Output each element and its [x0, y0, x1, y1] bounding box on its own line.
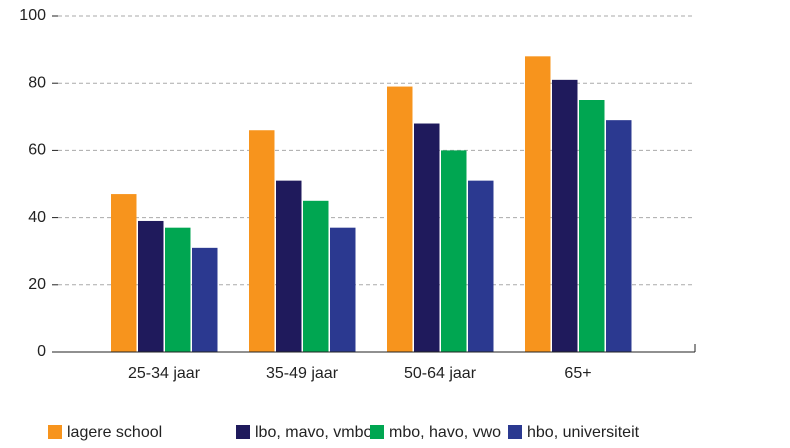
legend-label: lagere school: [67, 424, 162, 441]
x-tick-label: 35-49 jaar: [266, 365, 339, 382]
bar: [579, 100, 605, 352]
legend-label: hbo, universiteit: [527, 424, 640, 441]
legend-swatch: [236, 425, 250, 439]
bar: [387, 86, 413, 352]
bar: [606, 120, 632, 352]
bar: [303, 200, 329, 352]
legend-swatch: [48, 425, 62, 439]
legend-label: lbo, mavo, vmbo: [255, 424, 372, 441]
bar: [468, 180, 494, 352]
bar: [192, 247, 218, 352]
bar: [414, 123, 440, 353]
y-tick-label: 0: [37, 343, 46, 360]
bar: [249, 130, 275, 352]
bar: [552, 79, 578, 352]
y-tick-label: 60: [28, 142, 46, 159]
legend-swatch: [370, 425, 384, 439]
y-tick-label: 80: [28, 74, 46, 91]
x-tick-label: 50-64 jaar: [404, 365, 477, 382]
x-tick-label: 25-34 jaar: [128, 365, 201, 382]
bar: [165, 227, 191, 352]
bar: [441, 150, 467, 352]
y-tick-label: 20: [28, 276, 46, 293]
legend-label: mbo, havo, vwo: [389, 424, 501, 441]
legend-swatch: [508, 425, 522, 439]
bar: [276, 180, 302, 352]
y-tick-label: 100: [19, 7, 46, 24]
bar: [111, 194, 137, 352]
x-tick-label: 65+: [564, 365, 591, 382]
bar: [525, 56, 551, 352]
y-tick-label: 40: [28, 209, 46, 226]
bar: [138, 220, 164, 352]
bar: [330, 227, 356, 352]
